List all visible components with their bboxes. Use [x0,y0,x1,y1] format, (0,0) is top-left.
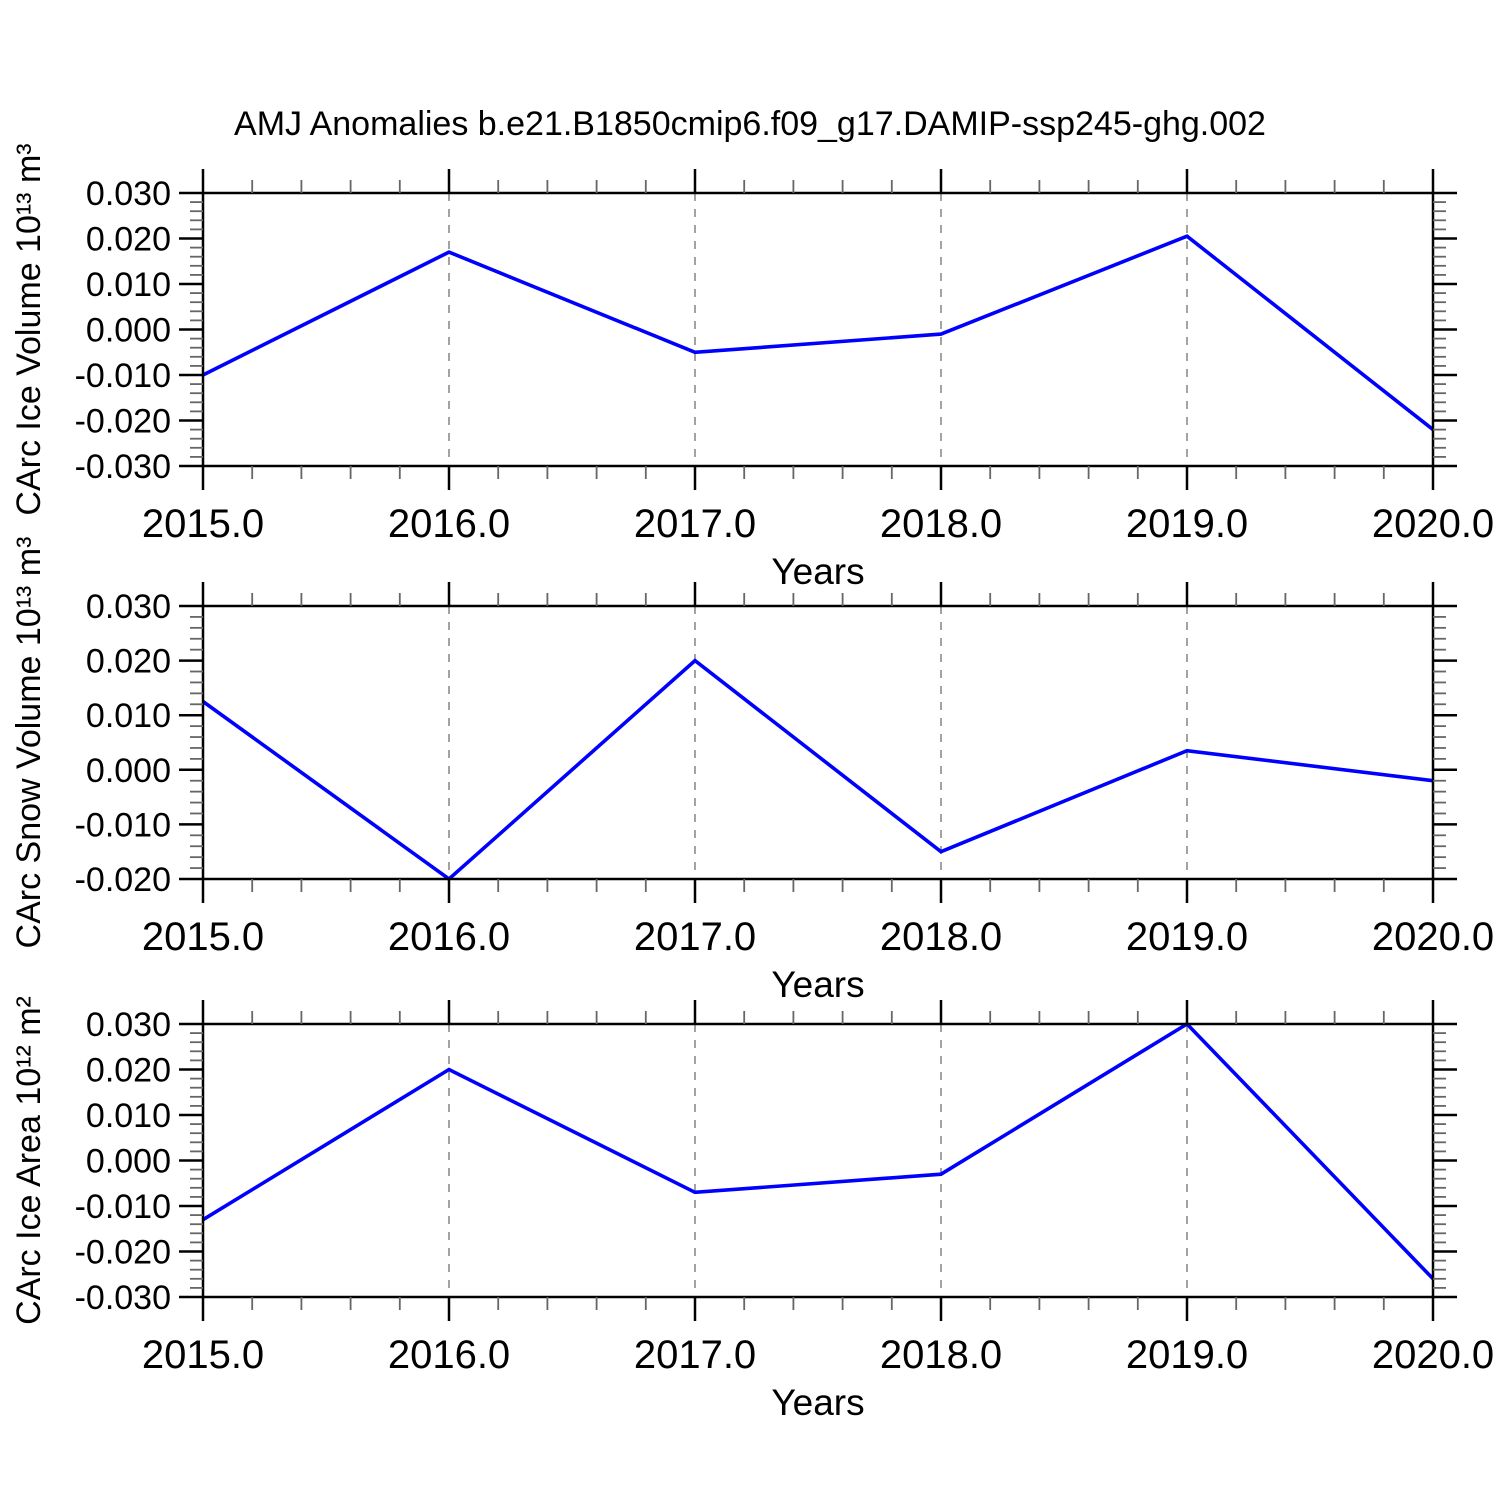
y-tick-label: 0.010 [86,697,171,735]
x-tick-label: 2015.0 [142,915,264,959]
y-tick-label: -0.030 [75,448,171,486]
year-gridlines [448,606,1188,879]
figure-title: AMJ Anomalies b.e21.B1850cmip6.f09_g17.D… [234,105,1266,143]
y-tick-labels: -0.030 -0.020 -0.010 0.000 0.010 0.020 0.030 [75,175,171,486]
y-tick-label: 0.000 [86,752,171,790]
y-tick-label: -0.010 [75,357,171,395]
y-tick-label: 0.020 [86,643,171,681]
y-tick-label: -0.020 [75,403,171,441]
plot-frame [201,604,1435,881]
x-tick-label: 2016.0 [388,915,510,959]
y-tick-label: 0.010 [86,1097,171,1135]
data-line [201,658,1434,882]
ice-volume-plot-area: 2015.0 2016.0 2017.0 2018.0 2019.0 2020.0 -0.0… [75,169,1494,546]
x-tick-label: 2017.0 [634,1333,756,1377]
x-tick-label: 2015.0 [142,502,264,546]
year-gridlines [448,193,1188,466]
x-ticks [201,582,1435,903]
y-ticks [179,1022,1457,1299]
x-tick-label: 2017.0 [634,915,756,959]
x-tick-label: 2019.0 [1126,502,1248,546]
ice-volume-x-axis-label: Years [771,551,864,592]
x-tick-label: 2018.0 [880,915,1002,959]
ice-volume-y-axis-label: CArc Ice Volume 10¹³ m³ [10,143,48,515]
x-tick-label: 2019.0 [1126,1333,1248,1377]
x-tick-labels: 2015.0 2016.0 2017.0 2018.0 2019.0 2020.0 [142,502,1494,546]
x-tick-labels: 2015.0 2016.0 2017.0 2018.0 2019.0 2020.0 [142,1333,1494,1377]
x-tick-label: 2018.0 [880,1333,1002,1377]
y-ticks [179,191,1457,468]
plot-frame [201,191,1435,468]
y-tick-label: -0.010 [75,1188,171,1226]
snow-volume-y-axis-label: CArc Snow Volume 10¹³ m³ [10,537,48,949]
x-tick-label: 2015.0 [142,1333,264,1377]
y-ticks [179,604,1457,881]
x-tick-label: 2018.0 [880,502,1002,546]
y-tick-label: 0.030 [86,588,171,626]
x-tick-label: 2020.0 [1372,502,1494,546]
panel-ice-area-chart: 2015.0 2016.0 2017.0 2018.0 2019.0 2020.0 -0.0… [10,996,1494,1423]
snow-volume-plot-area: 2015.0 2016.0 2017.0 2018.0 2019.0 2020.0 -0.0… [75,582,1494,959]
y-tick-label: -0.020 [75,861,171,899]
y-tick-label: -0.010 [75,806,171,844]
y-tick-labels: -0.020 -0.010 0.000 0.010 0.020 0.030 [75,588,171,899]
plot-frame [201,1022,1435,1299]
data-line [202,234,1435,432]
y-tick-label: 0.020 [86,221,171,259]
x-tick-label: 2017.0 [634,502,756,546]
y-tick-label: 0.010 [86,266,171,304]
y-tick-label: 0.000 [86,312,171,350]
ice-area-plot-area: 2015.0 2016.0 2017.0 2018.0 2019.0 2020.0 -0.0… [75,1000,1494,1377]
x-tick-label: 2016.0 [388,502,510,546]
snow-volume-x-axis-label: Years [771,964,864,1005]
y-tick-labels: -0.030 -0.020 -0.010 0.000 0.010 0.020 0.030 [75,1006,171,1317]
data-line [202,1021,1435,1281]
year-gridlines [448,1024,1188,1297]
y-tick-label: -0.030 [75,1279,171,1317]
x-tick-label: 2020.0 [1372,915,1494,959]
x-tick-label: 2016.0 [388,1333,510,1377]
y-tick-label: 0.030 [86,1006,171,1044]
ice-area-y-axis-label: CArc Ice Area 10¹² m² [10,996,48,1325]
x-tick-label: 2019.0 [1126,915,1248,959]
x-tick-label: 2020.0 [1372,1333,1494,1377]
x-ticks [201,1000,1435,1321]
x-tick-labels: 2015.0 2016.0 2017.0 2018.0 2019.0 2020.0 [142,915,1494,959]
panel-snow-volume-chart: 2015.0 2016.0 2017.0 2018.0 2019.0 2020.0 -0.0… [10,537,1494,1005]
y-tick-label: 0.000 [86,1143,171,1181]
y-tick-label: -0.020 [75,1234,171,1272]
y-tick-label: 0.030 [86,175,171,213]
x-ticks [201,169,1435,490]
panel-ice-volume-chart: 2015.0 2016.0 2017.0 2018.0 2019.0 2020.0 -0.0… [10,143,1494,592]
y-tick-label: 0.020 [86,1052,171,1090]
ice-area-x-axis-label: Years [771,1382,864,1423]
